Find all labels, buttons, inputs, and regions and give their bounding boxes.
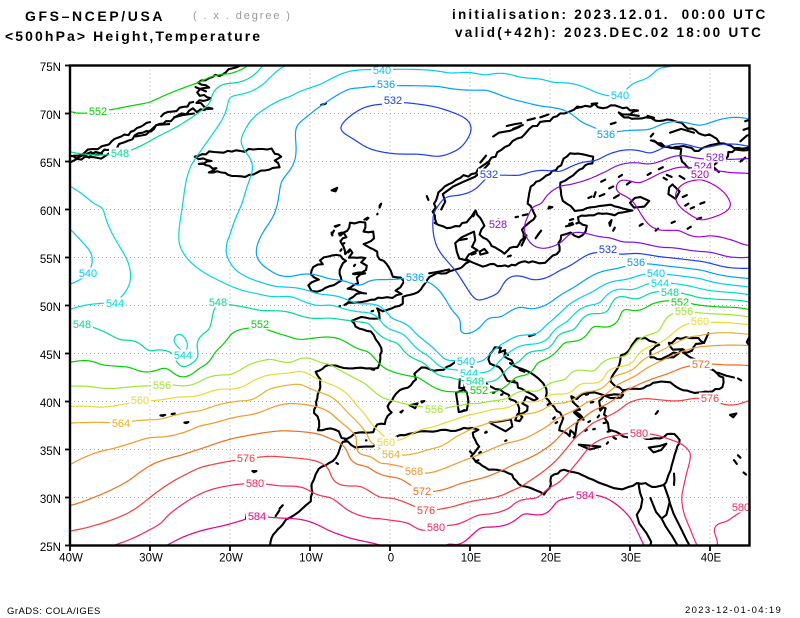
svg-text:540: 540: [457, 356, 475, 368]
svg-text:536: 536: [377, 79, 395, 91]
svg-text:584: 584: [576, 490, 594, 502]
svg-text:30N: 30N: [40, 494, 61, 506]
svg-text:560: 560: [131, 395, 149, 407]
svg-text:20W: 20W: [219, 553, 243, 565]
svg-text:552: 552: [470, 385, 488, 397]
svg-text:0: 0: [388, 553, 394, 565]
svg-text:544: 544: [106, 298, 124, 310]
svg-text:584: 584: [248, 511, 266, 523]
svg-text:532: 532: [384, 95, 402, 107]
svg-text:540: 540: [373, 65, 391, 77]
svg-text:60N: 60N: [40, 206, 61, 218]
svg-text:564: 564: [382, 449, 400, 461]
svg-text:544: 544: [174, 350, 192, 362]
svg-text:70N: 70N: [40, 110, 61, 122]
svg-text:580: 580: [732, 502, 750, 514]
svg-text:35N: 35N: [40, 446, 61, 458]
svg-text:536: 536: [406, 272, 424, 284]
svg-text:536: 536: [627, 257, 645, 269]
svg-text:540: 540: [611, 90, 629, 102]
svg-text:65N: 65N: [40, 158, 61, 170]
svg-text:572: 572: [413, 486, 431, 498]
svg-text:536: 536: [597, 129, 615, 141]
svg-text:532: 532: [480, 169, 498, 181]
svg-text:10E: 10E: [461, 553, 482, 565]
svg-text:572: 572: [692, 359, 710, 371]
svg-text:520: 520: [691, 169, 709, 181]
svg-text:560: 560: [377, 437, 395, 449]
svg-text:576: 576: [701, 393, 719, 405]
svg-text:50N: 50N: [40, 302, 61, 314]
svg-text:45N: 45N: [40, 350, 61, 362]
svg-text:532: 532: [599, 244, 617, 256]
svg-text:25N: 25N: [40, 542, 61, 554]
svg-text:548: 548: [209, 297, 227, 309]
svg-text:75N: 75N: [40, 62, 61, 74]
svg-text:576: 576: [237, 453, 255, 465]
svg-text:30E: 30E: [621, 553, 642, 565]
svg-text:548: 548: [73, 319, 91, 331]
svg-text:540: 540: [79, 268, 97, 280]
svg-text:55N: 55N: [40, 254, 61, 266]
svg-text:548: 548: [111, 148, 129, 160]
svg-text:568: 568: [405, 466, 423, 478]
svg-text:528: 528: [489, 219, 507, 231]
svg-text:30W: 30W: [139, 553, 163, 565]
svg-text:556: 556: [675, 306, 693, 318]
svg-text:580: 580: [630, 428, 648, 440]
svg-text:552: 552: [251, 319, 269, 331]
svg-text:552: 552: [89, 106, 107, 118]
svg-text:580: 580: [427, 522, 445, 534]
svg-text:540: 540: [647, 268, 665, 280]
svg-text:40W: 40W: [59, 553, 83, 565]
svg-text:560: 560: [691, 316, 709, 328]
svg-text:40E: 40E: [701, 553, 722, 565]
svg-text:10W: 10W: [299, 553, 323, 565]
svg-text:564: 564: [112, 418, 130, 430]
svg-text:40N: 40N: [40, 398, 61, 410]
svg-text:580: 580: [246, 478, 264, 490]
svg-text:556: 556: [153, 380, 171, 392]
svg-text:20E: 20E: [541, 553, 562, 565]
svg-text:548: 548: [661, 287, 679, 299]
svg-text:576: 576: [417, 505, 435, 517]
svg-text:556: 556: [425, 404, 443, 416]
